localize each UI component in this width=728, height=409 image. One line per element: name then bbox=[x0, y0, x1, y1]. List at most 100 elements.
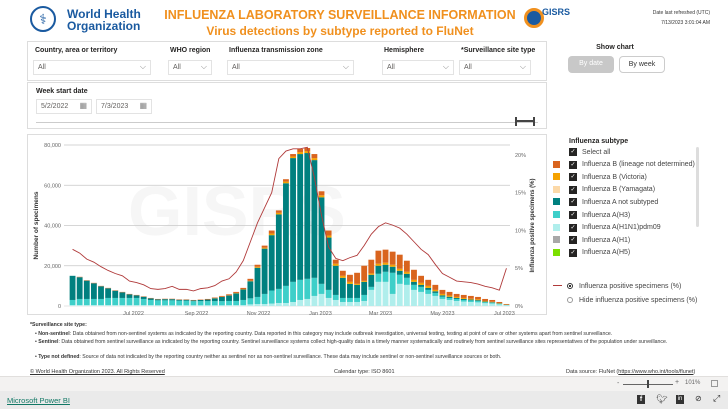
show-chart-label: Show chart bbox=[596, 44, 634, 51]
legend-item[interactable]: ✓ Influenza A(H1) bbox=[569, 236, 631, 245]
filter-transmission-zone-dropdown[interactable]: All ⌵ bbox=[227, 60, 354, 75]
bar-segment bbox=[268, 235, 275, 291]
bar-segment bbox=[368, 273, 375, 275]
bar-segment bbox=[403, 273, 410, 278]
bar-segment bbox=[396, 274, 403, 284]
copyright-link[interactable]: © World Health Organization 2023. All Ri… bbox=[30, 369, 165, 375]
legend-scrollbar[interactable] bbox=[696, 147, 699, 227]
powerbi-link[interactable]: Microsoft Power BI bbox=[7, 396, 70, 405]
bar-segment bbox=[69, 275, 76, 300]
legend-item[interactable]: ✓ Influenza B (Victoria) bbox=[569, 173, 647, 182]
legend-swatch bbox=[553, 211, 560, 218]
bar-segment bbox=[467, 301, 474, 306]
bar-segment bbox=[339, 301, 346, 306]
bar-segment bbox=[233, 300, 240, 305]
bar-segment bbox=[339, 270, 346, 276]
bar-segment bbox=[176, 305, 183, 306]
bar-segment bbox=[332, 263, 339, 266]
bar-segment bbox=[90, 298, 97, 305]
fit-to-page-icon[interactable] bbox=[711, 380, 718, 387]
bar-segment bbox=[140, 296, 147, 299]
linkedin-icon[interactable]: in bbox=[676, 395, 684, 404]
y-tick-label: 60,000 bbox=[44, 183, 61, 189]
bar-segment bbox=[283, 179, 289, 182]
x-tick-label: Jul 2023 bbox=[494, 311, 515, 316]
bar-segment bbox=[446, 295, 453, 297]
bar-segment bbox=[126, 294, 133, 298]
bar-segment bbox=[318, 197, 325, 284]
bar-segment bbox=[375, 281, 382, 306]
legend-item[interactable]: ✓ Influenza A(H1N1)pdm09 bbox=[569, 223, 661, 232]
bar-segment bbox=[368, 289, 375, 306]
date-slider-handle[interactable] bbox=[515, 117, 535, 126]
powerbi-bar: Microsoft Power BI f 🐦︎ in ⊘ ⤢ bbox=[0, 391, 728, 409]
bar-segment bbox=[411, 281, 417, 285]
bar-segment bbox=[489, 299, 496, 302]
bar-segment bbox=[347, 281, 353, 284]
bar-segment bbox=[98, 304, 104, 306]
filter-site-type-dropdown[interactable]: All ⌵ bbox=[459, 60, 531, 75]
bar-segment bbox=[119, 304, 126, 306]
bar-segment bbox=[112, 297, 119, 305]
legend-item[interactable]: ✓ Influenza A(H5) bbox=[569, 248, 631, 257]
y-tick-label: 0 bbox=[58, 304, 61, 310]
bar-segment bbox=[311, 295, 318, 306]
bar-segment bbox=[347, 297, 353, 302]
legend-item[interactable]: ✓ Influenza A not subtyped bbox=[569, 198, 659, 207]
bar-segment bbox=[368, 259, 375, 274]
by-week-button[interactable]: By week bbox=[619, 56, 665, 73]
twitter-icon[interactable]: 🐦︎ bbox=[656, 394, 668, 404]
line-swatch bbox=[553, 285, 562, 286]
filter-who-region-dropdown[interactable]: All ⌵ bbox=[168, 60, 212, 75]
bar-segment bbox=[425, 287, 432, 290]
bar-segment bbox=[190, 300, 197, 302]
y2-tick-label: 15% bbox=[515, 191, 526, 197]
legend-swatch bbox=[553, 236, 560, 244]
bar-segment bbox=[147, 299, 154, 305]
bar-segment bbox=[453, 300, 460, 306]
end-date-input[interactable]: 7/3/2023 ▦ bbox=[96, 99, 152, 114]
bar-segment bbox=[261, 245, 268, 248]
legend-item[interactable]: ✓ Influenza B (lineage not determined) bbox=[569, 160, 695, 169]
zoom-in-button[interactable]: + bbox=[675, 379, 680, 386]
bar-segment bbox=[226, 300, 232, 305]
bar-segment bbox=[460, 297, 467, 299]
bar-segment bbox=[396, 283, 403, 306]
date-slider-track[interactable] bbox=[36, 122, 538, 123]
facebook-icon[interactable]: f bbox=[637, 395, 645, 404]
legend-swatch bbox=[553, 173, 560, 181]
bar-segment bbox=[389, 264, 396, 267]
bar-segment bbox=[119, 292, 126, 298]
legend-title: Influenza subtype bbox=[569, 138, 629, 145]
share-icon[interactable]: ⊘ bbox=[695, 394, 702, 403]
zoom-bar: - + 101% bbox=[0, 376, 728, 391]
legend-item[interactable]: ✓ Influenza A(H3) bbox=[569, 211, 631, 219]
gisrs-logo: GISRS bbox=[524, 5, 576, 33]
legend-item[interactable]: ✓ Influenza B (Yamagata) bbox=[569, 185, 656, 194]
zoom-slider-thumb[interactable] bbox=[647, 380, 649, 388]
x-tick-label: Sep 2022 bbox=[185, 311, 209, 316]
legend-select-all[interactable]: ✓ Select all bbox=[569, 148, 611, 156]
zoom-level: 101% bbox=[685, 380, 701, 386]
bar-segment bbox=[467, 295, 474, 299]
bar-segment bbox=[275, 214, 282, 289]
show-line-radio[interactable]: Influenza positive specimens (%) bbox=[567, 280, 681, 292]
flunet-link[interactable]: https://www.who.int/tools/flunet bbox=[618, 369, 694, 375]
bar-segment bbox=[169, 300, 176, 306]
start-date-input[interactable]: 5/2/2022 ▦ bbox=[36, 99, 92, 114]
hide-line-radio[interactable]: Hide influenza positive specimens (%) bbox=[567, 294, 697, 306]
bar-segment bbox=[304, 278, 311, 299]
by-date-button[interactable]: By date bbox=[568, 56, 614, 73]
filter-country-dropdown[interactable]: All ⌵ bbox=[33, 60, 151, 75]
y2-axis-title: Influenza positive specimens (%) bbox=[530, 178, 536, 272]
bar-segment bbox=[183, 300, 190, 306]
bar-segment bbox=[247, 278, 254, 281]
bar-segment bbox=[339, 275, 346, 278]
filter-hemisphere-dropdown[interactable]: All ⌵ bbox=[382, 60, 454, 75]
bar-segment bbox=[83, 304, 90, 306]
bar-segment bbox=[290, 158, 296, 282]
zoom-out-button[interactable]: - bbox=[617, 380, 620, 387]
bar-segment bbox=[425, 293, 432, 306]
fullscreen-icon[interactable]: ⤢ bbox=[713, 393, 721, 403]
filter-label-country: Country, area or territory bbox=[35, 47, 118, 54]
